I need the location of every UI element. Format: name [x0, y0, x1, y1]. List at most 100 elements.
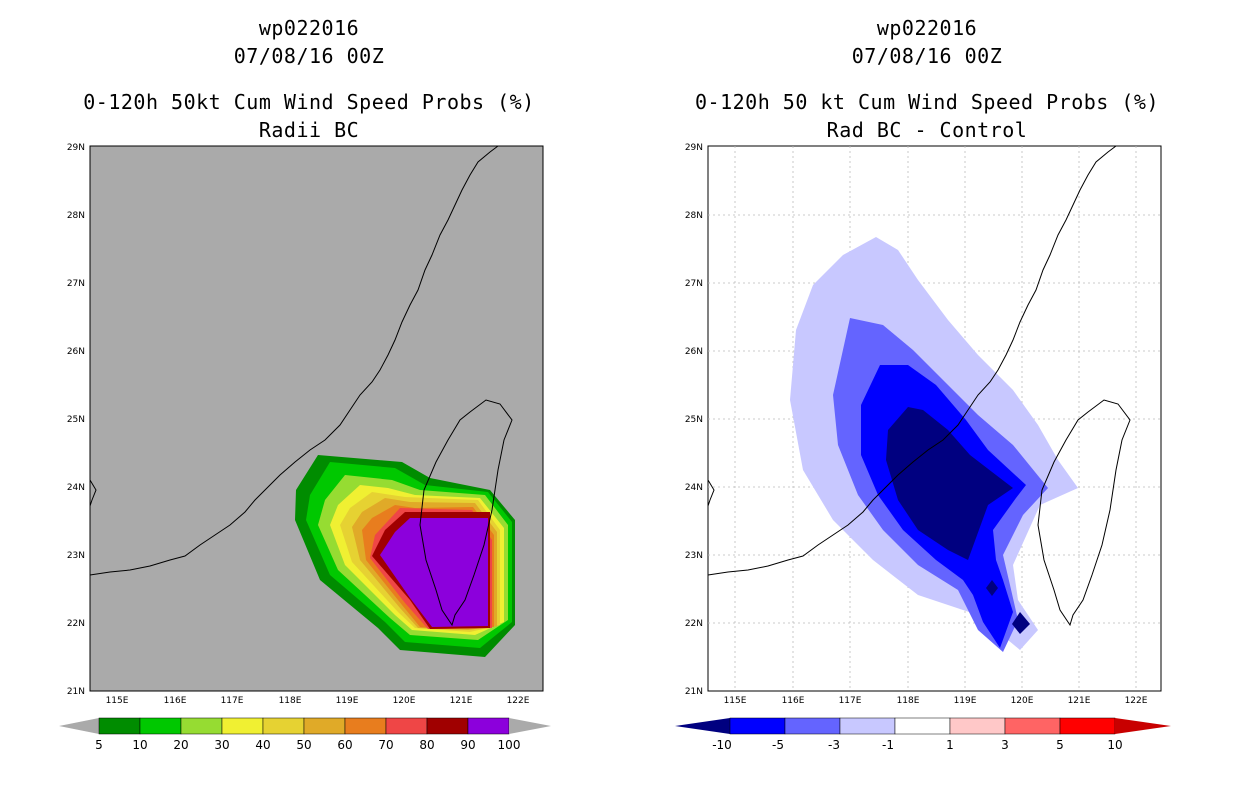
lat-tick-label: 21N	[67, 687, 85, 697]
colorbar-swatch	[1059, 717, 1116, 735]
colorbar-arrow-left	[675, 718, 730, 734]
lon-axis: 115E 116E 117E 118E 119E 120E 121E 122E	[106, 696, 530, 706]
subtitle: Radii BC	[258, 118, 360, 142]
lon-tick-label: 116E	[164, 696, 187, 706]
colorbar-swatch	[949, 717, 1006, 735]
lat-tick-label: 24N	[685, 483, 703, 493]
lat-tick-label: 26N	[685, 347, 703, 357]
colorbar-label: 90	[460, 738, 475, 752]
lon-tick-label: 118E	[897, 696, 920, 706]
colorbar-probability: 5 10 20 30 40 50 60 70 80 90 100	[59, 717, 551, 752]
china-coastline	[707, 145, 1117, 576]
lat-tick-label: 24N	[67, 483, 85, 493]
lat-tick-label: 28N	[67, 211, 85, 221]
lat-tick-label: 26N	[67, 347, 85, 357]
lat-tick-label: 25N	[685, 415, 703, 425]
date-title: 07/08/16 00Z	[851, 44, 1003, 68]
taiwan-outline	[419, 399, 513, 627]
colorbar-label: -1	[882, 738, 894, 752]
lon-tick-label: 118E	[279, 696, 302, 706]
lon-tick-label: 119E	[336, 696, 359, 706]
date-title: 07/08/16 00Z	[233, 44, 385, 68]
lon-tick-label: 115E	[724, 696, 747, 706]
colorbar-arrow-right	[509, 718, 551, 734]
colorbar-arrow-left	[59, 718, 99, 734]
colorbar-swatch	[839, 717, 896, 735]
prob-contour-100	[380, 518, 488, 627]
colorbar-label: 100	[498, 738, 521, 752]
lon-tick-label: 120E	[1011, 696, 1034, 706]
lon-tick-label: 122E	[507, 696, 530, 706]
lon-tick-label: 122E	[1125, 696, 1148, 706]
lon-tick-label: 117E	[221, 696, 244, 706]
colorbar-label: 50	[296, 738, 311, 752]
lon-tick-label: 121E	[450, 696, 473, 706]
colorbar-swatch	[784, 717, 841, 735]
lat-tick-label: 22N	[685, 619, 703, 629]
colorbar-label: -10	[712, 738, 732, 752]
subtitle: Rad BC - Control	[826, 118, 1028, 142]
colorbar-label: -3	[828, 738, 840, 752]
colorbar-label: 5	[1056, 738, 1064, 752]
lon-tick-label: 121E	[1068, 696, 1091, 706]
taiwan-outline	[1037, 399, 1131, 627]
colorbar-swatch	[139, 717, 182, 735]
colorbar-label: 5	[95, 738, 103, 752]
lat-axis: 21N 22N 23N 24N 25N 26N 27N 28N 29N	[685, 143, 703, 697]
colorbar-label: 40	[255, 738, 270, 752]
china-coastline-west	[707, 479, 715, 507]
lat-tick-label: 21N	[685, 687, 703, 697]
product-title: 0-120h 50kt Cum Wind Speed Probs (%)	[83, 90, 535, 114]
colorbar-swatch	[385, 717, 428, 735]
colorbar-label: 60	[337, 738, 352, 752]
colorbar-swatch	[98, 717, 141, 735]
colorbar-label: 1	[946, 738, 954, 752]
lat-axis: 21N 22N 23N 24N 25N 26N 27N 28N 29N	[67, 143, 85, 697]
colorbar-swatch	[729, 717, 786, 735]
lat-tick-label: 22N	[67, 619, 85, 629]
map-radii-bc: 115E 116E 117E 118E 119E 120E 121E 122E …	[59, 143, 551, 752]
colorbar-label: 10	[132, 738, 147, 752]
lon-tick-label: 117E	[839, 696, 862, 706]
china-coastline-west	[89, 479, 97, 507]
colorbar-label: 20	[173, 738, 188, 752]
lon-tick-label: 119E	[954, 696, 977, 706]
diff-contour-minus10-tip	[1012, 612, 1030, 634]
colorbar-label: 70	[378, 738, 393, 752]
colorbar-arrow-right	[1115, 718, 1171, 734]
lon-tick-label: 116E	[782, 696, 805, 706]
lat-tick-label: 29N	[67, 143, 85, 153]
lon-tick-label: 115E	[106, 696, 129, 706]
colorbar-difference: -10 -5 -3 -1 1 3 5 10	[675, 717, 1171, 752]
colorbar-swatch	[467, 717, 510, 735]
lat-tick-label: 23N	[67, 551, 85, 561]
colorbar-swatch	[894, 717, 951, 735]
colorbar-label: 30	[214, 738, 229, 752]
colorbar-label: -5	[772, 738, 784, 752]
lat-tick-label: 23N	[685, 551, 703, 561]
panel-radii-bc: wp022016 07/08/16 00Z 0-120h 50kt Cum Wi…	[59, 16, 551, 752]
storm-id-title: wp022016	[258, 16, 360, 40]
storm-id-title: wp022016	[876, 16, 978, 40]
colorbar-label: 3	[1001, 738, 1009, 752]
china-coastline	[89, 145, 499, 576]
colorbar-swatch	[344, 717, 387, 735]
diff-contour-minus10-small	[986, 580, 998, 596]
colorbar-label: 80	[419, 738, 434, 752]
colorbar-swatch	[262, 717, 305, 735]
lat-tick-label: 27N	[67, 279, 85, 289]
colorbar-label: 10	[1107, 738, 1122, 752]
colorbar-swatch	[180, 717, 223, 735]
lat-tick-label: 29N	[685, 143, 703, 153]
colorbar-swatch	[303, 717, 346, 735]
product-title: 0-120h 50 kt Cum Wind Speed Probs (%)	[694, 90, 1160, 114]
diff-contour-minus10	[886, 407, 1013, 560]
lat-tick-label: 28N	[685, 211, 703, 221]
panel-rad-bc-control: wp022016 07/08/16 00Z 0-120h 50 kt Cum W…	[618, 0, 1236, 800]
colorbar-swatch	[1004, 717, 1061, 735]
colorbar-swatch	[426, 717, 469, 735]
lon-tick-label: 120E	[393, 696, 416, 706]
lon-axis: 115E 116E 117E 118E 119E 120E 121E 122E	[724, 696, 1148, 706]
lat-tick-label: 25N	[67, 415, 85, 425]
colorbar-swatch	[221, 717, 264, 735]
